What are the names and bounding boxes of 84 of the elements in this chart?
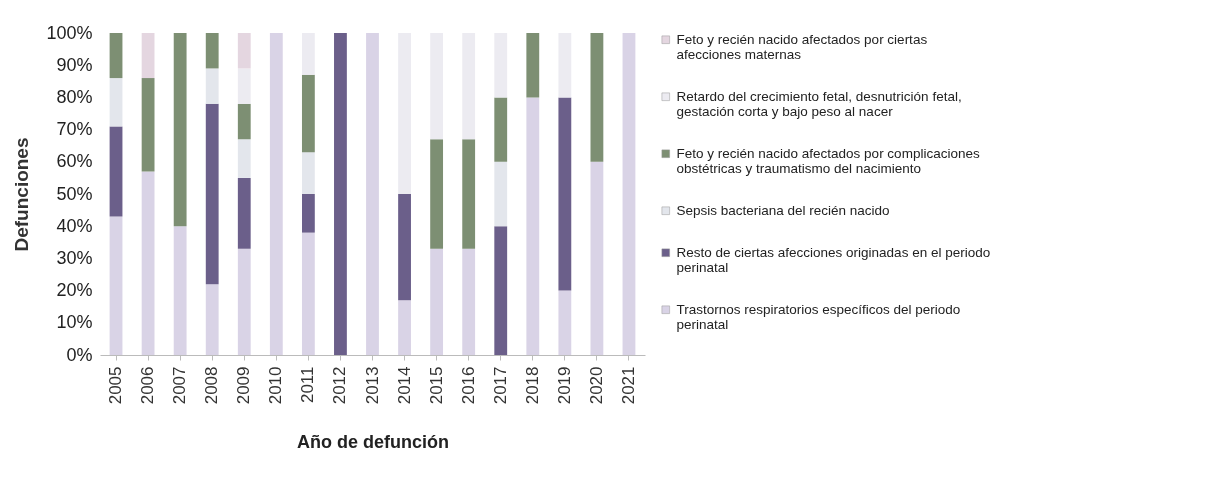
bar [109, 78, 123, 127]
bar [398, 33, 411, 194]
bar [494, 226, 508, 355]
bar [141, 171, 155, 355]
bar [205, 284, 219, 355]
bar [269, 33, 283, 355]
bar [237, 177, 251, 249]
bar [622, 33, 636, 355]
bar [141, 33, 155, 79]
bar [301, 232, 315, 355]
bar [237, 33, 251, 69]
bar [366, 33, 379, 355]
x-axis-title: Año de defunción [297, 432, 449, 453]
bar [237, 139, 251, 178]
bar [526, 33, 540, 98]
bar [173, 33, 187, 227]
bar [462, 248, 476, 355]
x-tick-label: 2017 [490, 366, 510, 405]
bar [237, 68, 251, 104]
x-tick-label: 2020 [586, 366, 606, 405]
bar [301, 33, 315, 75]
bar [590, 33, 604, 162]
x-tick-label: 2012 [330, 366, 350, 405]
bar [237, 103, 251, 140]
y-tick-label: 80% [56, 86, 93, 107]
x-tick-label: 2011 [298, 366, 318, 404]
bar [109, 33, 123, 79]
bar [462, 33, 476, 140]
bar [430, 33, 444, 140]
bar [205, 103, 219, 285]
y-tick-label: 30% [56, 247, 93, 268]
x-tick-label: 2006 [138, 366, 158, 405]
x-tick-label: 2007 [170, 366, 190, 405]
x-tick-label: 2009 [234, 366, 254, 405]
bar [558, 97, 572, 291]
bar [398, 300, 411, 355]
x-tick-label: 2010 [266, 366, 286, 405]
bar [590, 161, 604, 355]
bar [430, 139, 444, 249]
bar [173, 226, 187, 355]
bar [526, 97, 540, 355]
bar [494, 33, 508, 98]
y-tick-label: 90% [56, 54, 93, 75]
legend-label: Resto de ciertas afecciones originadas en el periodo perinatal [676, 244, 991, 276]
legend-label: Feto y recién nacido afectados por complicaciones obstétricas y traumatismo del nacimiento [676, 145, 980, 177]
x-tick-label: 2018 [522, 366, 542, 405]
bar [205, 33, 219, 69]
y-tick-label: 10% [56, 312, 93, 333]
bar [237, 248, 251, 355]
bar [109, 126, 123, 217]
bar [205, 68, 219, 104]
x-tick-label: 2005 [106, 366, 126, 405]
y-tick-label: 20% [56, 280, 93, 301]
y-tick-label: 50% [56, 183, 93, 204]
bar [494, 97, 508, 162]
bar [109, 216, 123, 355]
bar [334, 33, 347, 355]
x-tick-label: 2013 [362, 366, 382, 405]
x-tick-label: 2014 [394, 366, 414, 405]
bar [301, 74, 315, 153]
bar [301, 152, 315, 194]
x-tick-label: 2019 [554, 366, 574, 405]
bar [558, 33, 572, 98]
legend-label: Retardo del crecimiento fetal, desnutrición fetal, gestación corta y bajo peso al nacer [676, 88, 962, 120]
y-axis-title: Defunciones [11, 137, 33, 252]
legend-label: Sepsis bacteriana del recién nacido [676, 202, 890, 218]
x-tick-label: 2015 [426, 366, 446, 405]
bar [301, 194, 315, 233]
y-tick-label: 40% [56, 215, 93, 236]
bar [558, 290, 572, 355]
bar [398, 194, 411, 301]
bar [462, 139, 476, 249]
y-tick-label: 60% [56, 151, 93, 172]
y-tick-label: 70% [56, 119, 93, 140]
x-tick-label: 2021 [618, 366, 638, 405]
x-tick-label: 2016 [458, 366, 478, 405]
legend-label: Trastornos respiratorios específicos del periodo perinatal [676, 301, 961, 333]
y-tick-label: 0% [66, 344, 93, 365]
y-tick-label: 100% [46, 22, 93, 43]
legend-label: Feto y recién nacido afectados por ciertas afecciones maternas [676, 31, 928, 63]
bar [141, 78, 155, 172]
bar [430, 248, 444, 355]
bar [494, 161, 508, 227]
x-tick-label: 2008 [202, 366, 222, 405]
